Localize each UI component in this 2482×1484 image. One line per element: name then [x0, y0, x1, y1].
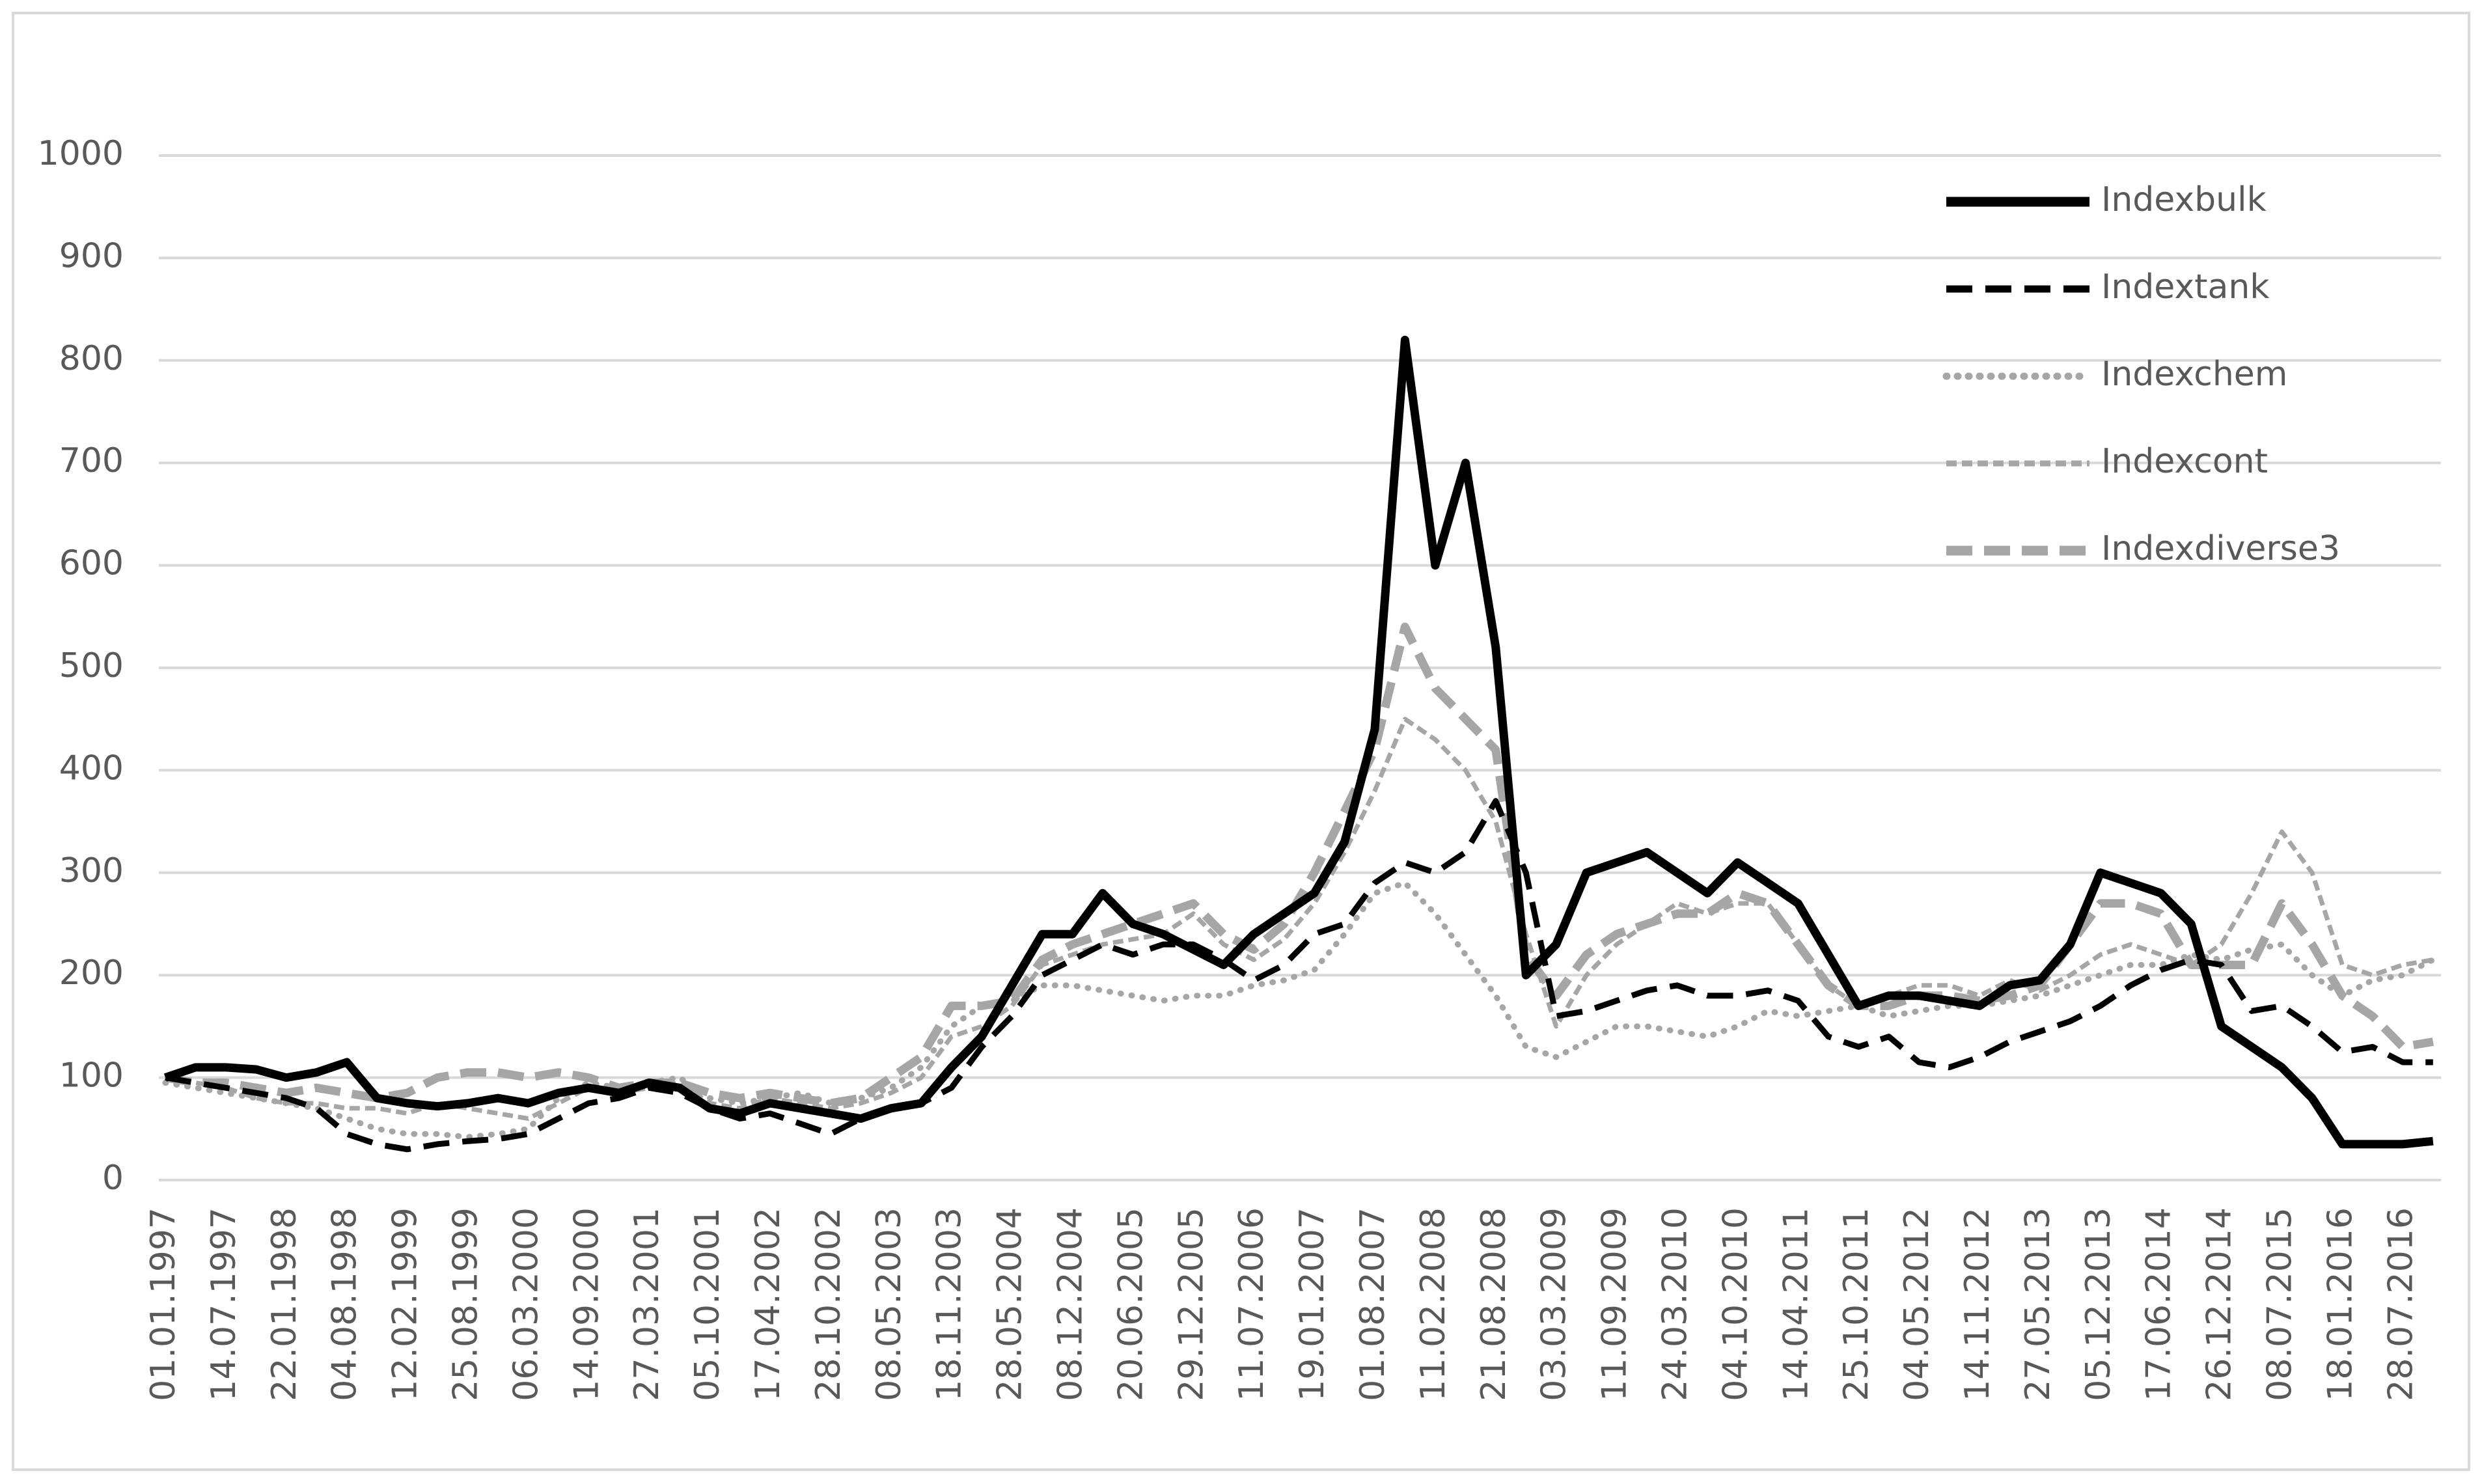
series-line	[165, 717, 2434, 1121]
y-tick-label: 400	[59, 749, 124, 788]
x-tick-label: 08.07.2015	[2261, 1207, 2300, 1401]
x-tick-label: 08.12.2004	[1051, 1207, 1090, 1401]
x-tick-label: 24.03.2010	[1656, 1207, 1695, 1401]
x-tick-label: 14.04.2011	[1776, 1207, 1815, 1401]
chart-border	[12, 12, 2470, 1471]
x-tick-label: 20.06.2005	[1111, 1207, 1150, 1401]
x-tick-label: 27.05.2013	[2019, 1207, 2058, 1401]
x-tick-label: 01.08.2007	[1353, 1207, 1392, 1401]
x-tick-label: 11.02.2008	[1414, 1207, 1453, 1401]
legend-label: Indexdiverse3	[2101, 529, 2340, 568]
x-tick-label: 21.08.2008	[1474, 1207, 1513, 1401]
y-tick-label: 200	[59, 954, 124, 993]
legend-label: Indextank	[2101, 268, 2269, 307]
y-tick-label: 600	[59, 544, 124, 583]
x-tick-label: 06.03.2000	[506, 1207, 545, 1401]
x-tick-label: 27.03.2001	[627, 1207, 667, 1401]
legend-label: Indexbulk	[2101, 180, 2267, 219]
y-tick-label: 0	[102, 1159, 124, 1198]
x-tick-label: 25.08.1999	[447, 1207, 486, 1401]
x-tick-label: 25.10.2011	[1837, 1207, 1876, 1401]
series-line	[163, 335, 2434, 1149]
series-line	[162, 880, 2436, 1140]
x-tick-label: 01.01.1997	[144, 1207, 183, 1401]
y-tick-label: 800	[59, 339, 124, 378]
x-tick-label: 08.05.2003	[870, 1207, 909, 1401]
x-tick-label: 11.07.2006	[1232, 1207, 1271, 1401]
legend-label: Indexcont	[2101, 442, 2268, 481]
series-line	[165, 798, 2433, 1153]
legend-label: Indexchem	[2101, 355, 2287, 394]
y-tick-label: 700	[59, 441, 124, 480]
y-tick-label: 900	[59, 236, 124, 275]
x-tick-label: 14.09.2000	[567, 1207, 606, 1401]
y-tick-label: 1000	[38, 134, 124, 173]
y-tick-label: 100	[59, 1056, 124, 1095]
x-tick-label: 04.05.2012	[1897, 1207, 1937, 1401]
x-tick-label: 05.10.2001	[688, 1207, 727, 1401]
x-tick-label: 28.07.2016	[2381, 1207, 2420, 1401]
x-tick-label: 18.01.2016	[2321, 1207, 2360, 1401]
x-tick-label: 22.01.1998	[265, 1207, 304, 1401]
x-tick-label: 03.03.2009	[1535, 1207, 1574, 1401]
y-tick-label: 500	[59, 646, 124, 685]
x-tick-label: 12.02.1999	[386, 1207, 425, 1401]
x-tick-label: 28.05.2004	[991, 1207, 1030, 1401]
x-tick-label: 26.12.2014	[2200, 1207, 2239, 1401]
x-tick-label: 14.11.2012	[1958, 1207, 1997, 1401]
x-tick-label: 28.10.2002	[809, 1207, 848, 1401]
x-tick-label: 04.10.2010	[1716, 1207, 1755, 1401]
x-tick-label: 11.09.2009	[1595, 1207, 1634, 1401]
x-tick-label: 17.06.2014	[2140, 1207, 2179, 1401]
x-tick-label: 05.12.2013	[2079, 1207, 2118, 1401]
x-tick-label: 04.08.1998	[325, 1207, 365, 1401]
y-tick-label: 300	[59, 851, 124, 890]
x-tick-label: 14.07.1997	[204, 1207, 243, 1401]
x-tick-label: 18.11.2003	[930, 1207, 969, 1401]
x-tick-label: 17.04.2002	[749, 1207, 788, 1401]
x-tick-label: 19.01.2007	[1293, 1207, 1332, 1401]
x-tick-label: 29.12.2005	[1172, 1207, 1211, 1401]
